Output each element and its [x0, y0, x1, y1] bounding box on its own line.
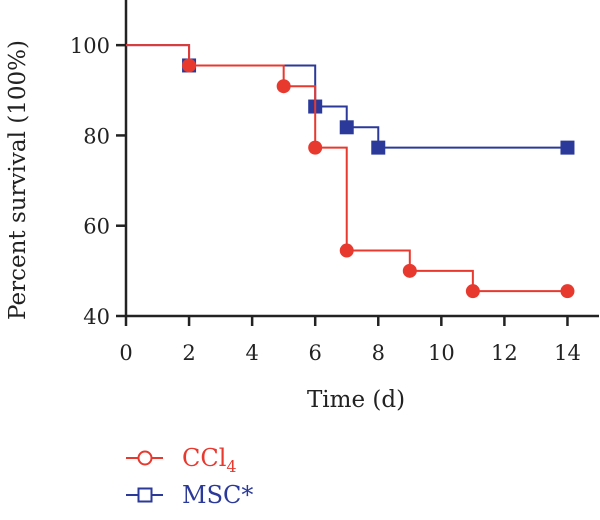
legend-label: CCl4 — [182, 444, 237, 476]
x-tick-label: 6 — [309, 341, 322, 365]
plot-area — [126, 44, 575, 299]
x-tick-label: 10 — [428, 341, 455, 365]
data-point-marker — [560, 140, 575, 155]
data-point-marker — [339, 120, 354, 135]
series-ccl4 — [126, 44, 575, 299]
data-point-marker — [465, 284, 480, 299]
legend-label-text: MSC* — [182, 481, 253, 509]
data-point-marker — [402, 263, 417, 278]
y-tick-label: 100 — [70, 34, 110, 58]
x-tick-label: 4 — [245, 341, 258, 365]
legend-item-ccl4: CCl4 — [126, 444, 237, 476]
data-point-marker — [276, 79, 291, 94]
legend-label-subscript: 4 — [226, 457, 236, 476]
x-tick-label: 2 — [182, 341, 195, 365]
data-point-marker — [308, 140, 323, 155]
y-tick-label: 60 — [83, 215, 110, 239]
legend-label-text: CCl — [182, 444, 226, 472]
legend-item-msc: MSC* — [126, 481, 253, 509]
x-tick-label: 8 — [372, 341, 385, 365]
survival-step-line — [126, 44, 568, 293]
legend: CCl4 MSC* — [126, 444, 253, 509]
data-point-marker — [182, 58, 197, 73]
y-tick-label: 40 — [83, 305, 110, 329]
legend-label: MSC* — [182, 481, 253, 509]
legend-square-icon — [137, 487, 153, 503]
x-tick-label: 14 — [554, 341, 581, 365]
legend-circle-icon — [137, 450, 153, 466]
x-axis-title: Time (d) — [307, 387, 405, 413]
y-tick-label: 80 — [83, 124, 110, 148]
axes: 0 2 4 6 8 10 12 14 40 60 80 100 — [70, 0, 599, 365]
x-tick-label: 0 — [119, 341, 132, 365]
x-tick-label: 12 — [491, 341, 518, 365]
data-point-marker — [339, 243, 354, 258]
data-point-marker — [560, 284, 575, 299]
data-point-marker — [371, 140, 386, 155]
y-axis-title: Percent survival (100%) — [5, 40, 31, 320]
